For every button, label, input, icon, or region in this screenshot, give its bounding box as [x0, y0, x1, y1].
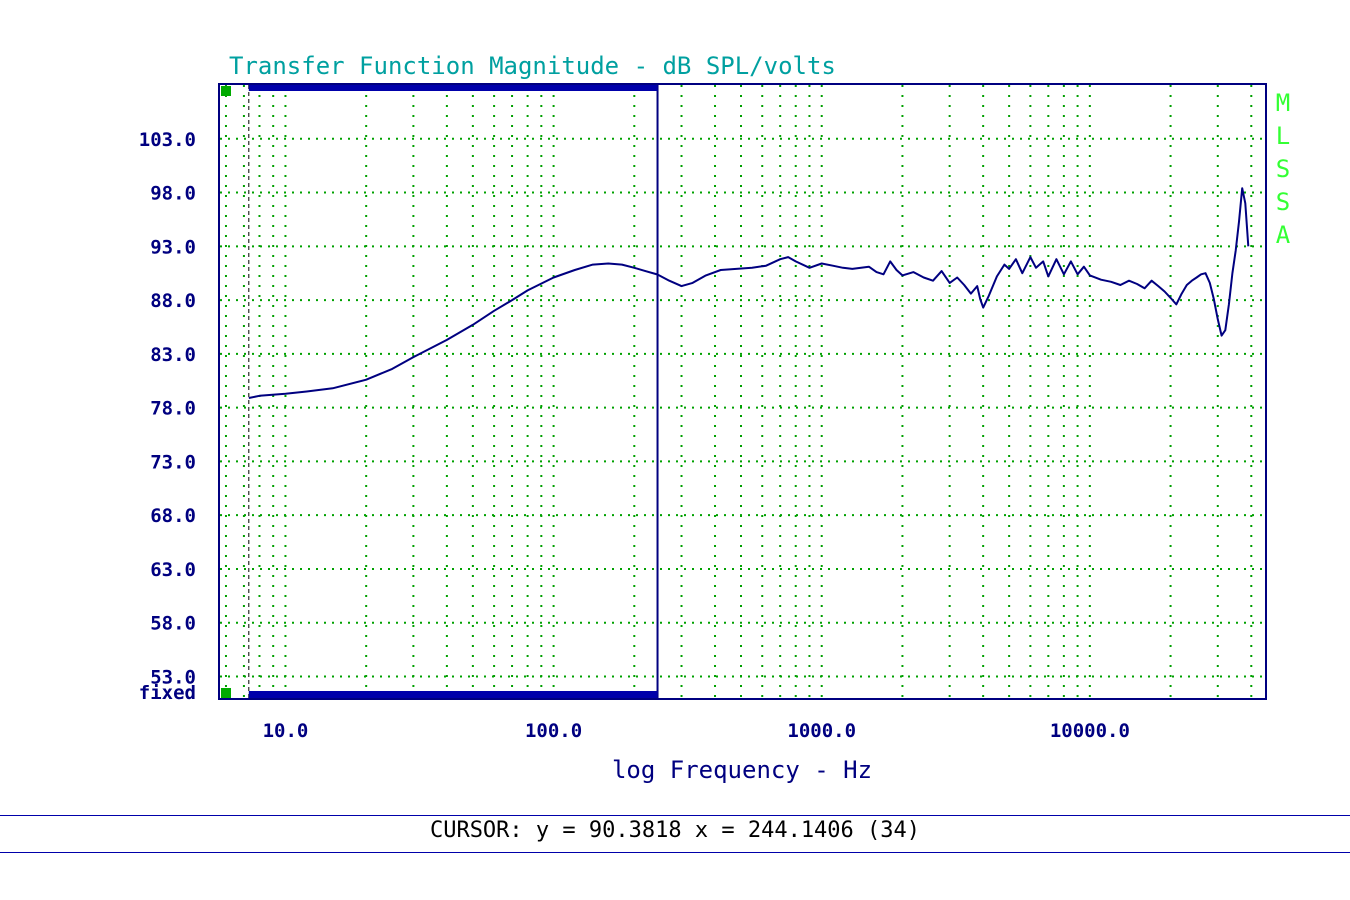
side-label-letter: M	[1276, 89, 1290, 117]
x-axis-label: log Frequency - Hz	[612, 756, 872, 784]
status-divider-bottom	[0, 852, 1350, 853]
side-label-letter: L	[1276, 122, 1290, 150]
gate-bar-top	[248, 85, 658, 91]
x-tick-label: 10000.0	[1050, 720, 1130, 742]
x-tick-label: 10.0	[263, 720, 309, 742]
y-tick-label: 58.0	[150, 613, 196, 635]
y-tick-label: 63.0	[150, 559, 196, 581]
side-label-letter: A	[1276, 221, 1291, 249]
grid-layer	[220, 85, 1265, 698]
y-tick-label: 103.0	[139, 129, 196, 151]
x-tick-label: 100.0	[525, 720, 582, 742]
y-tick-label: 83.0	[150, 344, 196, 366]
y-tick-label: 98.0	[150, 183, 196, 205]
y-tick-labels: 103.0 98.0 93.0 88.0 83.0 78.0 73.0 68.0 63.0 58.…	[139, 129, 196, 689]
y-tick-label: 68.0	[150, 505, 196, 527]
y-tick-label: 78.0	[150, 398, 196, 420]
gate-layer	[248, 85, 659, 698]
x-tick-label: 1000.0	[787, 720, 856, 742]
cursor-readout: CURSOR: y = 90.3818 x = 244.1406 (34)	[429, 818, 921, 843]
y-tick-label: 73.0	[150, 451, 196, 473]
trace-layer	[248, 187, 1250, 399]
corner-marker-top[interactable]	[221, 86, 231, 96]
corner-marker-bottom[interactable]	[221, 688, 231, 698]
response-trace	[248, 187, 1250, 399]
plot-frame	[218, 83, 1267, 700]
gate-bar-bottom	[248, 691, 658, 698]
y-bottom-label: fixed	[139, 682, 196, 704]
side-label-letter: S	[1276, 155, 1290, 183]
status-divider-top	[0, 815, 1350, 816]
x-tick-labels: 10.0 100.0 1000.0 10000.0	[263, 720, 1130, 742]
side-label-letter: S	[1276, 188, 1290, 216]
chart-title: Transfer Function Magnitude - dB SPL/vol…	[229, 52, 836, 80]
y-tick-label: 53.0	[150, 666, 196, 688]
y-tick-label: 93.0	[150, 236, 196, 258]
y-tick-label: 88.0	[150, 290, 196, 312]
